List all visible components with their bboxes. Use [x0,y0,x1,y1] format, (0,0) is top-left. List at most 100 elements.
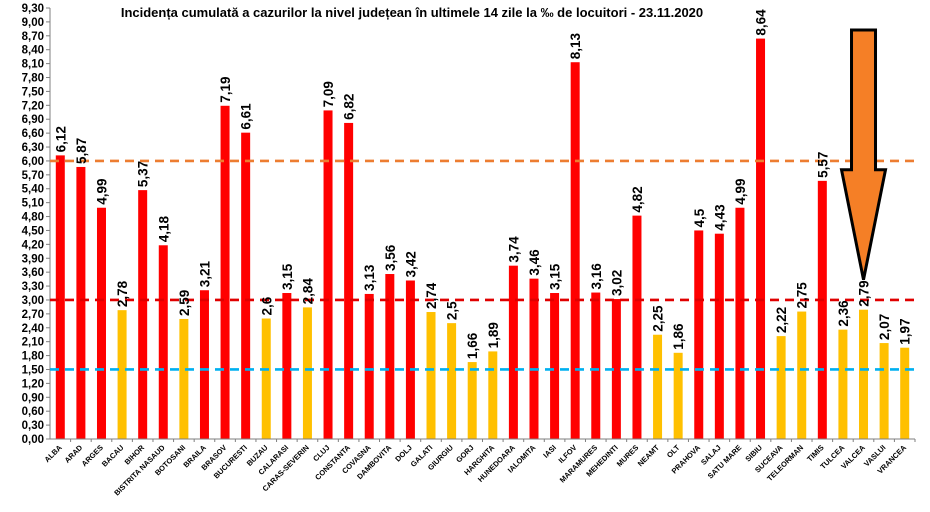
value-label: 8,13 [568,32,583,59]
y-tick-label: 8,40 [22,45,44,57]
down-arrow-icon [839,28,888,280]
y-tick-label: 4,80 [22,212,44,224]
value-label: 3,02 [609,270,624,296]
y-tick-label: 3,60 [22,267,44,279]
x-tick-label: ALBA [43,443,65,465]
y-tick-label: 7,50 [22,86,44,98]
value-label: 2,25 [651,305,666,332]
y-tick-label: 5,40 [22,184,44,196]
value-label: 2,5 [445,301,460,320]
bar [653,334,663,439]
bar [550,293,560,439]
value-label: 2,59 [177,290,192,316]
bar [323,110,333,439]
bar [900,347,910,439]
bar [447,323,457,439]
y-tick-label: 6,60 [22,128,44,140]
bar [364,293,374,439]
y-tick-label: 6,30 [22,142,44,154]
y-tick-label: 0,30 [22,420,44,432]
bar [838,329,848,439]
value-label: 2,84 [300,278,315,305]
y-tick-label: 4,50 [22,225,44,237]
value-label: 2,79 [857,280,872,306]
y-tick-label: 2,10 [22,337,44,349]
y-tick-label: 5,70 [22,170,44,182]
value-label: 3,74 [506,236,521,263]
bar [673,352,683,439]
value-label: 5,57 [815,152,830,178]
bar [797,311,807,439]
highlight-arrow [839,28,888,280]
bar [859,309,869,439]
bar [158,245,168,439]
bar [632,215,642,439]
value-label: 4,5 [692,208,707,227]
value-label: 2,75 [795,282,810,309]
value-label: 3,56 [383,244,398,271]
bar [385,274,395,439]
x-tick-label: IASI [541,443,558,460]
bar [261,318,271,439]
value-label: 3,42 [403,251,418,277]
y-axis: 0,00 0,30 0,60 0,90 1,20 1,501,80 2,10 2,40 2,70… [22,3,51,446]
y-tick-label: 9,30 [22,3,44,15]
bar [76,166,86,440]
value-label: 6,61 [239,103,254,130]
y-tick-label: 9,00 [22,17,44,29]
bar [344,122,354,439]
y-tick-label: 0,60 [22,406,44,418]
bar [508,265,518,439]
y-tick-label: 1,50 [22,364,44,376]
y-tick-label: 6,00 [22,156,44,168]
bar [282,293,292,439]
y-tick-label: 4,20 [22,239,44,251]
bar [241,132,251,439]
bar [179,318,189,439]
bar [117,310,127,439]
value-label: 4,18 [156,216,171,243]
x-tick-label: NEAMT [636,443,662,469]
y-tick-label: 8,10 [22,59,44,71]
y-tick-label: 1,80 [22,351,44,363]
value-label: 4,82 [630,186,645,212]
bar [611,299,621,439]
y-tick-label: 2,70 [22,309,44,321]
value-label: 1,89 [486,322,501,348]
y-tick-label: 0,90 [22,392,44,404]
value-label: 4,99 [94,178,109,204]
value-label: 3,15 [548,263,563,290]
bar [302,307,312,439]
x-tick-label: BACAU [100,443,126,469]
bar [735,207,745,439]
y-tick-label: 3,00 [22,295,44,307]
value-label: 2,6 [259,296,274,315]
value-label: 8,64 [754,9,769,36]
value-label: 1,97 [898,318,913,344]
bar [756,38,766,439]
x-tick-label: MURES [615,443,641,469]
bar [714,233,724,439]
value-label: 3,15 [280,263,295,290]
bar [879,343,889,439]
y-tick-label: 2,40 [22,323,44,335]
bar [467,362,477,439]
value-label: 1,66 [465,332,480,359]
bar [591,292,601,439]
value-label: 3,16 [589,263,604,290]
value-label: 1,86 [671,323,686,350]
value-label: 7,09 [321,81,336,107]
y-tick-label: 8,70 [22,31,44,43]
y-tick-label: 1,20 [22,378,44,390]
value-label: 3,13 [362,264,377,291]
value-label: 6,82 [342,94,357,120]
value-label: 2,07 [877,314,892,340]
value-labels: 6,12 5,87 4,99 2,78 5,37 4,18 2,59 3,21 7,19 6,61… [53,9,912,359]
bar [138,190,148,439]
bar [220,105,230,440]
chart-title: Incidența cumulată a cazurilor la nivel … [121,5,703,20]
threshold-lines [50,159,920,371]
